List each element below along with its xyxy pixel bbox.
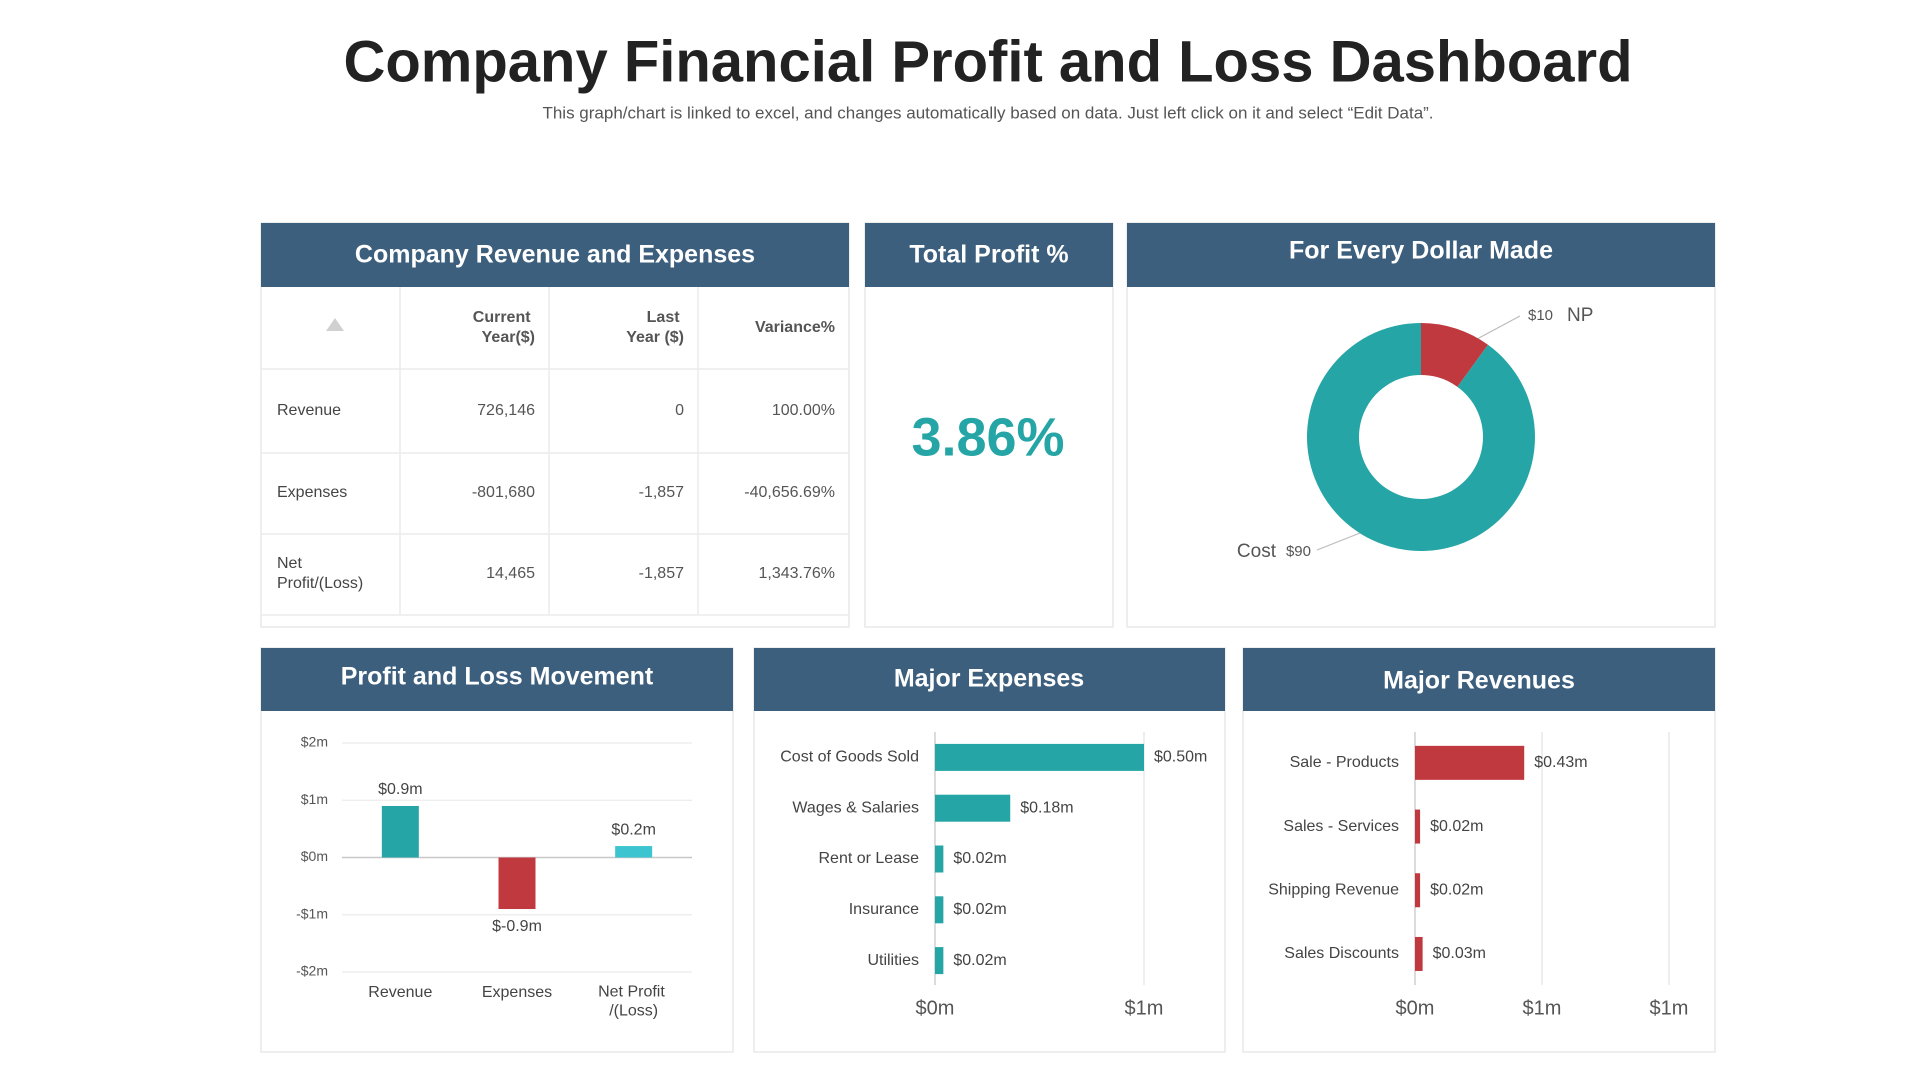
revenues-panel bbox=[1242, 647, 1716, 1053]
bar bbox=[1415, 873, 1421, 908]
bar bbox=[615, 846, 653, 858]
bar bbox=[935, 845, 944, 873]
table-cell: 726,146 bbox=[477, 402, 535, 419]
x-tick-label: Revenue bbox=[368, 984, 432, 1001]
pl-panel bbox=[260, 647, 734, 1053]
bar bbox=[935, 794, 1011, 822]
page-subtitle: This graph/chart is linked to excel, and… bbox=[542, 103, 1433, 122]
data-label: $0.02m bbox=[953, 952, 1006, 969]
data-label: $0.43m bbox=[1534, 754, 1587, 771]
table-cell: 0 bbox=[675, 402, 684, 419]
data-label: $0.03m bbox=[1433, 945, 1486, 962]
bar bbox=[1415, 936, 1423, 971]
panel-title: Company Revenue and Expenses bbox=[355, 241, 755, 269]
data-label: $0.02m bbox=[953, 850, 1006, 867]
x-tick-label: $0m bbox=[916, 997, 955, 1019]
panel-header bbox=[865, 223, 1113, 287]
table-grid bbox=[261, 287, 849, 616]
row-label: Expenses bbox=[277, 484, 347, 501]
table-cell: -1,857 bbox=[639, 565, 684, 582]
panel-title: Major Expenses bbox=[894, 665, 1084, 693]
donut-slice bbox=[1307, 323, 1536, 551]
data-label: $0.02m bbox=[953, 901, 1006, 918]
panel-title: Major Revenues bbox=[1383, 667, 1575, 695]
panel-header bbox=[261, 223, 849, 287]
page-title: Company Financial Profit and Loss Dashbo… bbox=[343, 29, 1632, 94]
column-header: Last Year ($) bbox=[626, 309, 684, 346]
data-label: $0.02m bbox=[1430, 881, 1483, 898]
data-label: $0.02m bbox=[1430, 818, 1483, 835]
x-tick-label: $1m bbox=[1650, 997, 1689, 1019]
x-tick-label: Expenses bbox=[482, 984, 552, 1001]
panel-title: Profit and Loss Movement bbox=[341, 663, 654, 691]
column-header: Variance% bbox=[755, 319, 835, 336]
x-tick-label: $1m bbox=[1125, 997, 1164, 1019]
panel-header bbox=[1243, 648, 1715, 711]
y-tick-label: Sale - Products bbox=[1290, 754, 1399, 771]
y-tick-label: Sales Discounts bbox=[1284, 945, 1399, 962]
bar bbox=[1415, 809, 1421, 844]
y-tick-label: $2m bbox=[301, 734, 328, 750]
sort-icon bbox=[326, 318, 344, 331]
bar bbox=[381, 805, 419, 858]
donut-slice bbox=[1421, 323, 1489, 387]
data-label: $10 bbox=[1528, 307, 1553, 324]
donut-panel bbox=[1126, 222, 1716, 628]
column-header: Current Year($) bbox=[473, 309, 535, 346]
data-label: $0.9m bbox=[378, 781, 422, 798]
row-label: Revenue bbox=[277, 402, 341, 419]
y-tick-label: -$2m bbox=[296, 963, 328, 979]
expenses-panel bbox=[753, 647, 1226, 1053]
table-cell: 1,343.76% bbox=[758, 565, 835, 582]
table-cell: -40,656.69% bbox=[744, 484, 835, 501]
y-tick-label: Wages & Salaries bbox=[792, 799, 919, 816]
data-label: $0.18m bbox=[1020, 799, 1073, 816]
bar bbox=[935, 947, 944, 975]
y-tick-label: Cost of Goods Sold bbox=[780, 749, 919, 766]
x-tick-label: $0m bbox=[1396, 997, 1435, 1019]
table-cell: -1,857 bbox=[639, 484, 684, 501]
bar bbox=[935, 896, 944, 924]
y-tick-label: $1m bbox=[301, 791, 328, 807]
table-panel bbox=[260, 222, 850, 628]
row-label: Net Profit/(Loss) bbox=[277, 555, 363, 592]
panel-header bbox=[261, 648, 733, 711]
x-tick-label: $1m bbox=[1523, 997, 1562, 1019]
panel-title: Total Profit % bbox=[909, 241, 1068, 269]
data-label: $0.2m bbox=[611, 821, 655, 838]
y-tick-label: Utilities bbox=[867, 952, 919, 969]
y-tick-label: Sales - Services bbox=[1283, 818, 1399, 835]
panel-header bbox=[1127, 223, 1715, 287]
bar bbox=[498, 857, 536, 910]
panel-header bbox=[754, 648, 1225, 711]
table-cell: 14,465 bbox=[486, 565, 535, 582]
panel-title: For Every Dollar Made bbox=[1289, 237, 1553, 265]
data-label: $90 bbox=[1286, 543, 1311, 560]
y-tick-label: Rent or Lease bbox=[818, 850, 919, 867]
table-cell: 100.00% bbox=[772, 402, 835, 419]
category-label: Cost bbox=[1237, 541, 1277, 562]
y-tick-label: Insurance bbox=[849, 901, 919, 918]
table-cell: -801,680 bbox=[472, 484, 535, 501]
category-label: NP bbox=[1567, 305, 1593, 326]
x-tick-label: Net Profit /(Loss) bbox=[598, 984, 669, 1020]
y-tick-label: -$1m bbox=[296, 905, 328, 921]
data-label: $0.50m bbox=[1154, 749, 1207, 766]
y-tick-label: $0m bbox=[301, 848, 328, 864]
kpi-value: 3.86% bbox=[911, 407, 1064, 467]
y-tick-label: Shipping Revenue bbox=[1268, 881, 1399, 898]
data-label: $-0.9m bbox=[492, 918, 542, 935]
bar bbox=[1415, 745, 1525, 780]
bar bbox=[935, 743, 1144, 771]
